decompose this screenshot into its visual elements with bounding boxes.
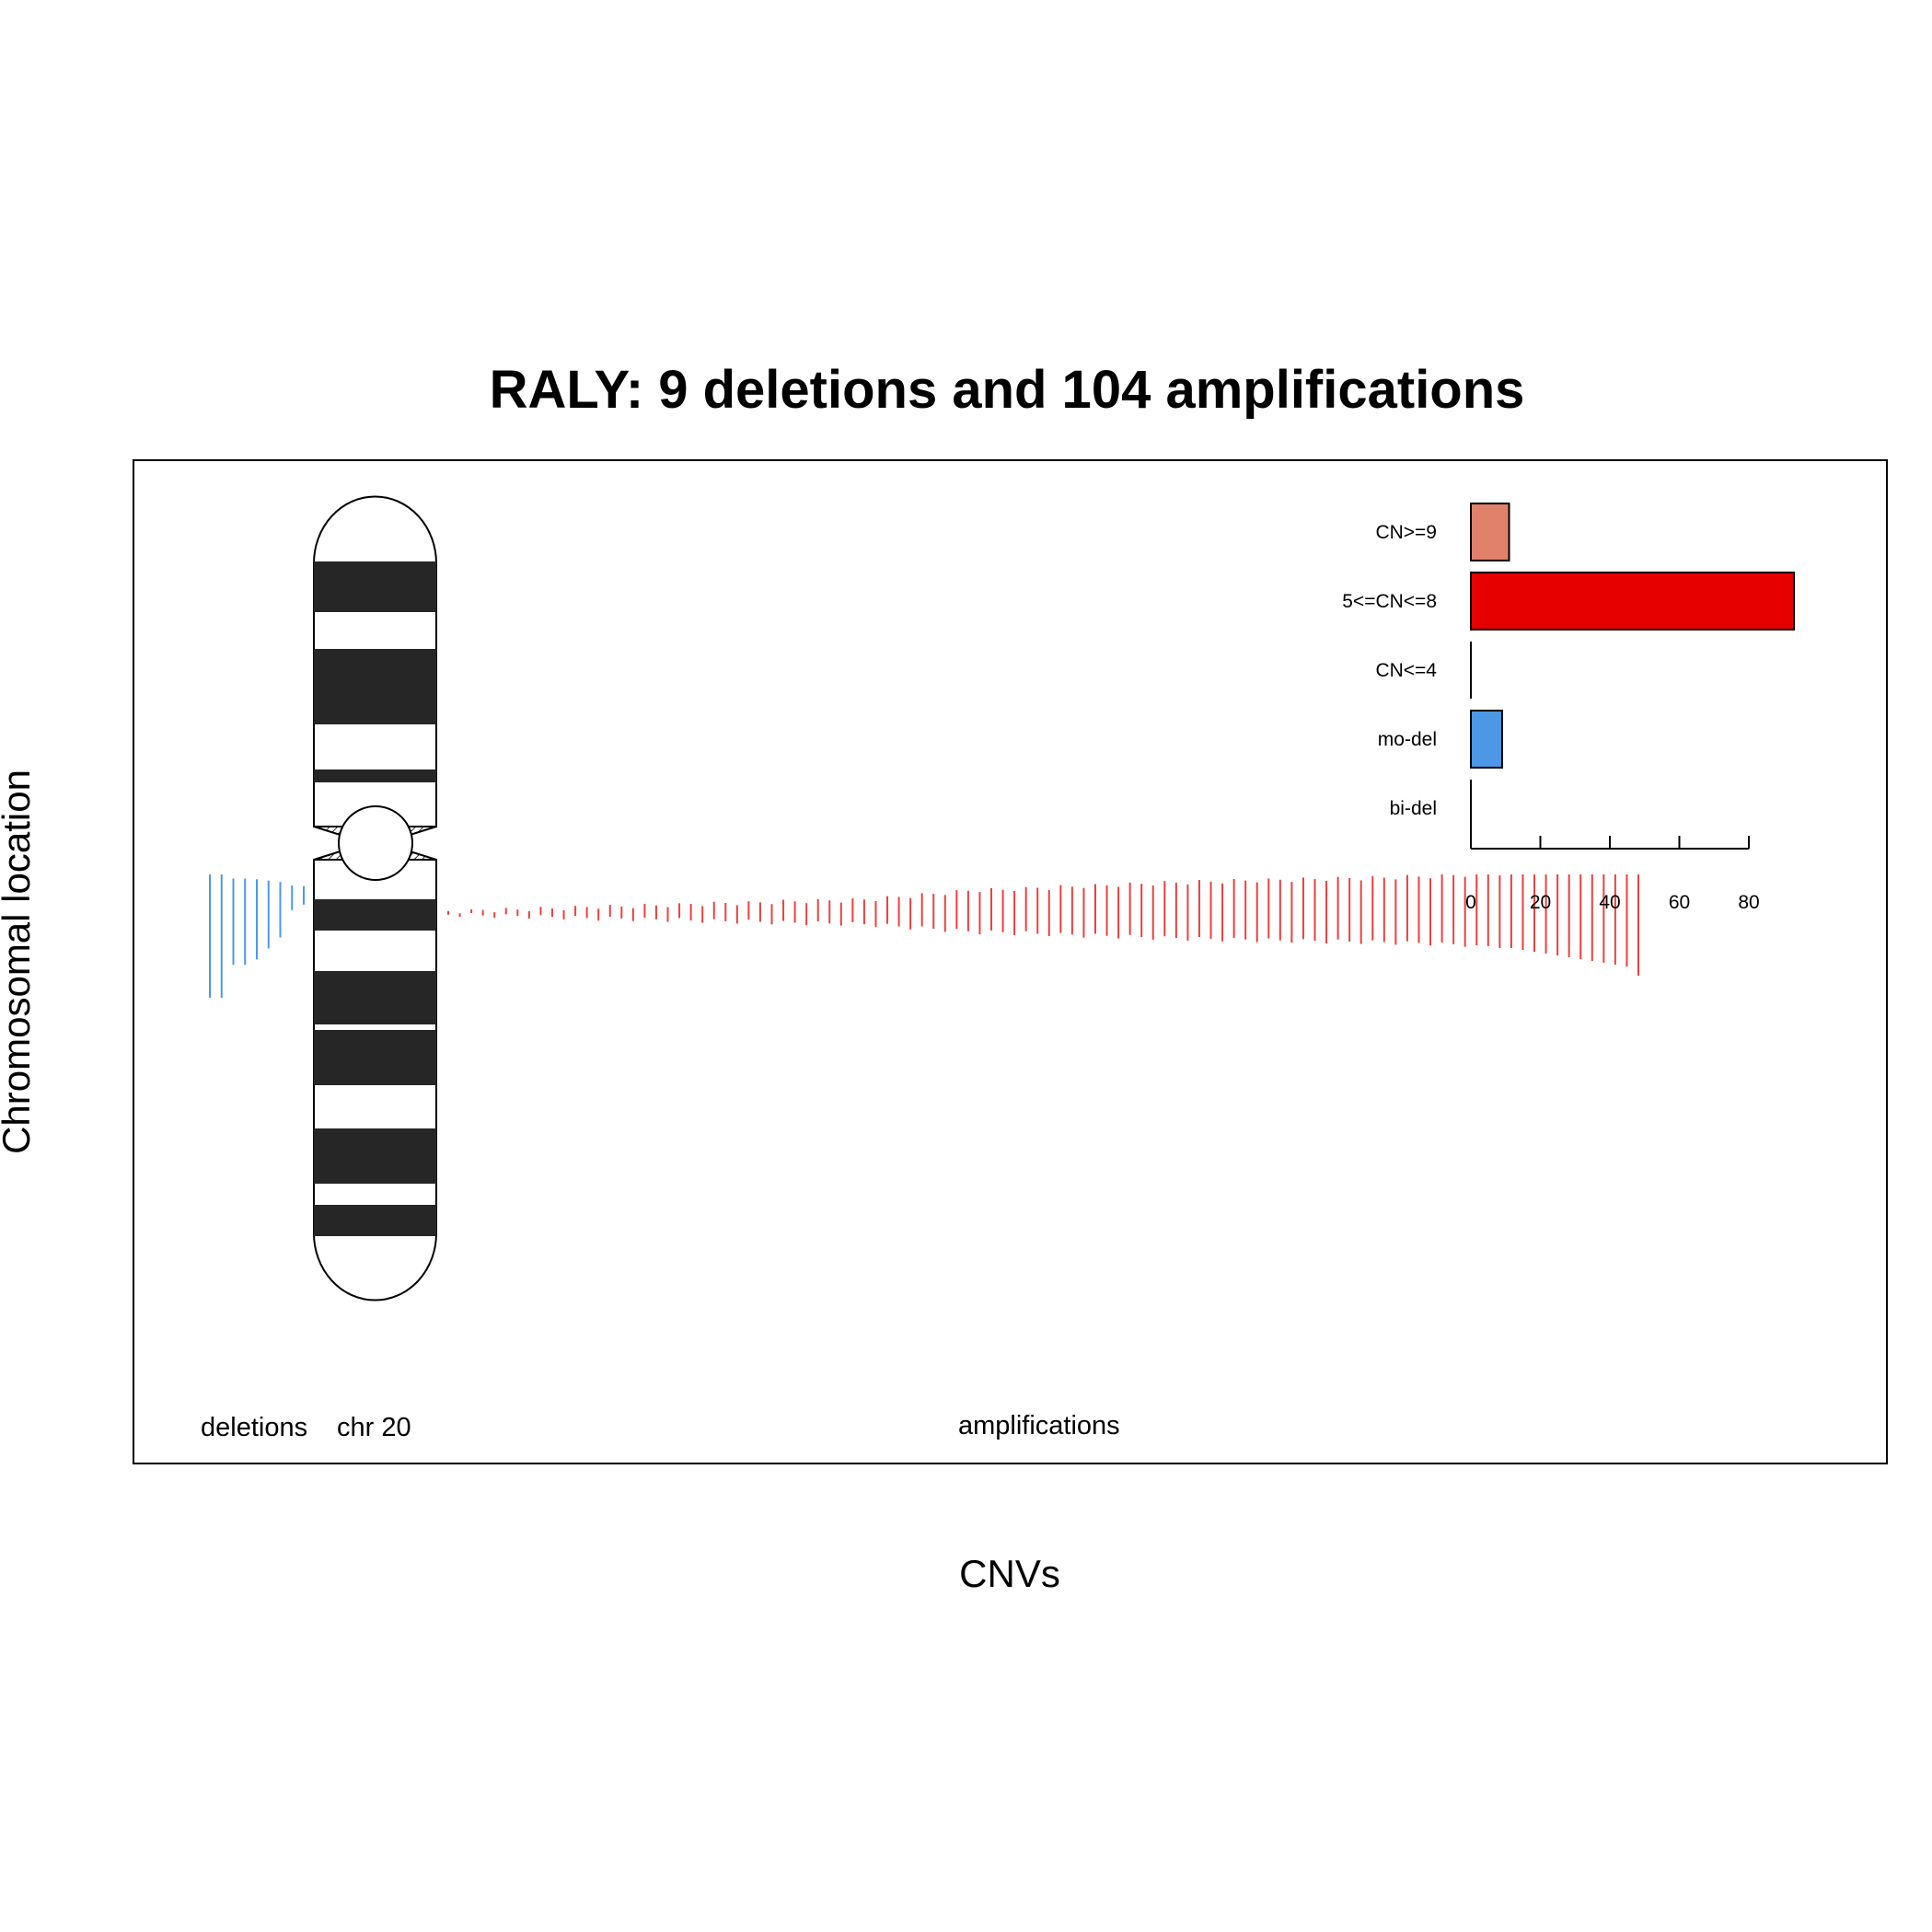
cn-bar-panel: CN>=9 5<=CN<=8 CN<=4 mo-del bi-del 0 20 40 60 80 (1342, 503, 1796, 913)
cn-bar (1470, 503, 1510, 561)
cn-category-label: mo-del (1378, 729, 1437, 750)
x-axis-label: CNVs (959, 1552, 1060, 1595)
cn-bar (1470, 572, 1796, 631)
centromere (338, 805, 413, 881)
band-p1 (314, 561, 436, 612)
cn-category-label: bi-del (1390, 798, 1437, 819)
cn-x-tick-label: 40 (1599, 892, 1620, 913)
band-q5 (314, 1205, 436, 1236)
cn-x-tick-label: 60 (1669, 892, 1690, 913)
band-p3 (314, 769, 436, 782)
chromosome-label: chr 20 (337, 1413, 411, 1442)
cn-x-tick-label: 20 (1530, 892, 1551, 913)
cn-category-label: CN>=9 (1375, 522, 1437, 543)
chart-title: RALY: 9 deletions and 104 amplifications (490, 360, 1525, 420)
cn-category-label: CN<=4 (1375, 660, 1437, 681)
amplification-segments (447, 874, 1639, 976)
band-q1 (314, 899, 436, 931)
band-p2 (314, 649, 436, 724)
cn-category-label: 5<=CN<=8 (1342, 591, 1437, 612)
amplifications-label: amplifications (958, 1411, 1120, 1440)
band-q4 (314, 1128, 436, 1184)
cn-x-tick-label: 0 (1465, 892, 1476, 913)
deletion-segments (209, 874, 305, 998)
chromosome-ideogram (313, 495, 437, 1301)
cn-bar (1470, 710, 1503, 769)
plot-frame (133, 459, 1888, 1464)
band-q3 (314, 1030, 436, 1085)
band-q2 (314, 971, 436, 1024)
y-axis-label: Chromosomal location (0, 769, 38, 1154)
cn-x-tick-label: 80 (1738, 892, 1759, 913)
deletions-label: deletions (201, 1413, 307, 1442)
